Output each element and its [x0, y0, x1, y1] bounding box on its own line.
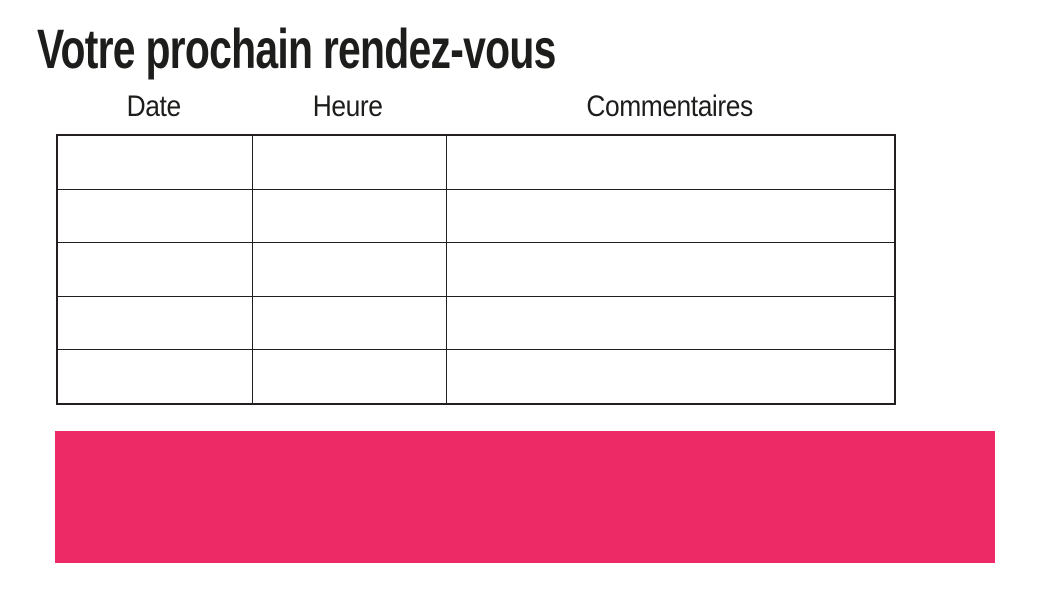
column-header-commentaires-label: Commentaires	[586, 90, 753, 123]
cell-commentaires	[445, 134, 896, 190]
table-row	[56, 242, 896, 297]
table-row	[56, 134, 896, 190]
cell-date	[56, 242, 253, 297]
table-row	[56, 349, 896, 404]
cell-date	[56, 349, 253, 404]
page-title: Votre prochain rendez-vous	[37, 17, 556, 80]
cell-date	[56, 188, 253, 243]
cell-heure	[251, 242, 447, 297]
highlight-box	[55, 431, 995, 563]
cell-commentaires	[445, 188, 896, 243]
cell-commentaires	[445, 295, 896, 350]
table-header-row: Date Heure Commentaires	[56, 92, 894, 122]
column-header-heure-label: Heure	[313, 90, 383, 123]
cell-commentaires	[445, 349, 896, 404]
cell-heure	[251, 188, 447, 243]
column-header-date-label: Date	[126, 90, 181, 123]
cell-heure	[251, 295, 447, 350]
appointments-table	[56, 134, 896, 405]
column-header-heure: Heure	[251, 92, 445, 122]
cell-heure	[251, 134, 447, 190]
cell-heure	[251, 349, 447, 404]
cell-date	[56, 134, 253, 190]
column-header-date: Date	[56, 92, 251, 122]
table-row	[56, 188, 896, 243]
cell-date	[56, 295, 253, 350]
table-row	[56, 295, 896, 350]
table-body	[56, 134, 896, 404]
column-header-commentaires: Commentaires	[445, 92, 894, 122]
cell-commentaires	[445, 242, 896, 297]
